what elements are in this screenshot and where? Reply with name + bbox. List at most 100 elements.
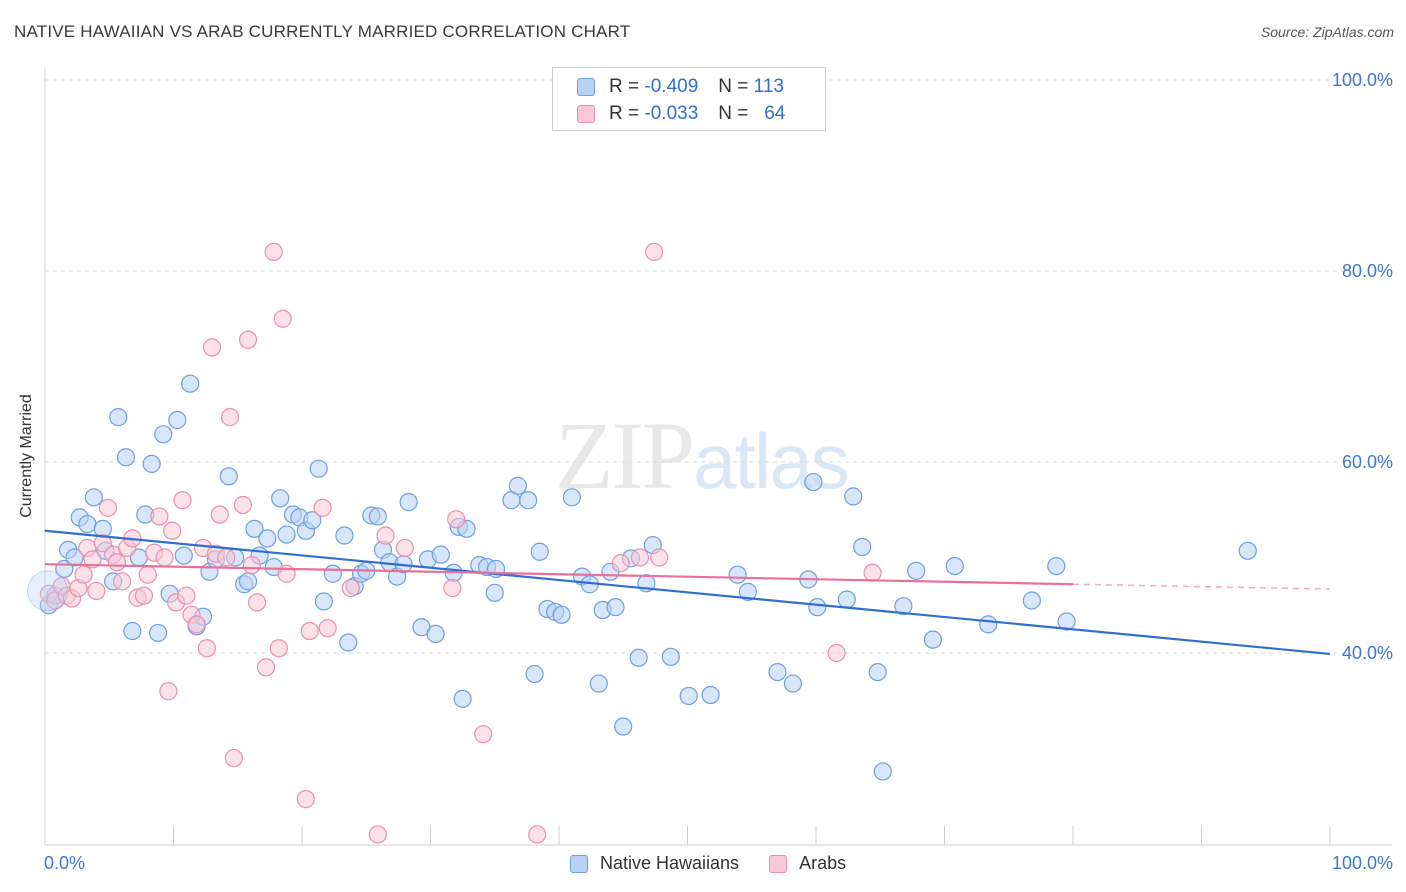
native-hawaiian-point <box>238 572 258 591</box>
legend-r-label: R = <box>609 103 640 124</box>
native-hawaiian-point <box>431 545 450 564</box>
native-hawaiian-point <box>589 674 608 693</box>
arab-point <box>83 550 102 569</box>
native-hawaiian-point <box>485 583 504 602</box>
legend-swatch-blue <box>570 854 588 873</box>
native-hawaiian-point <box>525 664 544 684</box>
native-hawaiian-point <box>78 514 97 534</box>
native-hawaiian-point <box>181 374 200 393</box>
native-hawaiian-point <box>979 615 998 634</box>
native-hawaiian-point <box>219 467 238 486</box>
native-hawaiian-point <box>873 762 892 781</box>
arab-point <box>630 548 650 567</box>
native-hawaiian-point <box>368 507 387 526</box>
legend-n-label: N = <box>718 103 749 124</box>
x-tick-label-min: 0.0% <box>44 853 85 873</box>
native-hawaiian-point <box>853 537 872 557</box>
legend-swatch-pink <box>769 854 788 873</box>
legend-blue-n: 113 <box>753 76 784 97</box>
arab-point <box>296 790 315 809</box>
arab-point <box>318 619 337 638</box>
arab-point <box>187 615 206 634</box>
x-tick-label-max: 100.0% <box>1332 853 1393 873</box>
native-hawaiian-point <box>1057 612 1076 631</box>
arab-point <box>863 563 882 582</box>
arab-point <box>341 578 360 598</box>
native-hawaiian-point <box>530 542 549 561</box>
arab-point <box>238 330 258 349</box>
native-hawaiian-cluster <box>27 570 69 612</box>
arab-point <box>650 548 669 567</box>
native-hawaiian-point <box>323 564 342 583</box>
native-hawaiian-point <box>844 487 863 506</box>
native-hawaiian-point <box>868 662 887 682</box>
native-hawaiian-point <box>1238 541 1257 560</box>
chart-title: NATIVE HAWAIIAN VS ARAB CURRENTLY MARRIE… <box>14 22 631 41</box>
legend-pink-n: 64 <box>764 103 786 124</box>
arab-point <box>233 495 252 515</box>
arab-point <box>220 408 240 427</box>
native-hawaiian-point <box>174 546 193 565</box>
arab-point <box>273 309 292 328</box>
arab-point <box>474 725 493 744</box>
native-hawaiian-point <box>606 598 625 617</box>
legend-item-arabs[interactable]: Arabs <box>769 853 846 874</box>
arab-trendline-extension <box>1072 583 1331 590</box>
native-hawaiian-point <box>923 630 943 649</box>
arab-point <box>269 639 288 658</box>
arab-point <box>210 505 229 524</box>
arab-point <box>74 565 93 584</box>
arab-point <box>300 621 319 641</box>
legend-swatch-pink <box>577 105 595 123</box>
legend-row-native-hawaiians: R = -0.409 N = 113 <box>577 74 784 100</box>
arab-point <box>368 825 387 844</box>
native-hawaiian-point <box>738 582 757 601</box>
native-hawaiian-point <box>1047 556 1066 576</box>
arab-point <box>93 534 112 553</box>
native-hawaiian-point <box>399 493 418 512</box>
arab-point <box>163 521 182 540</box>
arab-point <box>224 748 243 768</box>
series-legend: Native Hawaiians Arabs <box>570 853 876 874</box>
native-hawaiian-point <box>65 548 84 567</box>
native-hawaiian-point <box>1022 591 1041 610</box>
arab-point <box>87 581 106 601</box>
arab-point <box>197 639 217 658</box>
arab-point <box>138 565 157 584</box>
native-hawaiian-point <box>453 689 472 708</box>
native-hawaiian-point <box>148 623 168 643</box>
legend-swatch-blue <box>577 78 595 96</box>
arab-point <box>242 556 261 575</box>
native-hawaiian-point <box>335 526 354 545</box>
arab-point <box>443 578 462 598</box>
native-hawaiian-point <box>116 448 136 467</box>
native-hawaiian-point <box>808 598 827 617</box>
y-tick-label: 100.0% <box>1332 70 1393 90</box>
legend-item-native-hawaiians[interactable]: Native Hawaiians <box>570 853 739 874</box>
arab-point <box>217 548 236 567</box>
arab-point <box>313 498 332 517</box>
arab-point <box>256 658 276 677</box>
arab-point <box>528 825 547 844</box>
native-hawaiian-point <box>519 491 538 510</box>
native-hawaiian-point <box>245 519 264 538</box>
native-hawaiian-point <box>679 686 698 706</box>
arab-point <box>159 682 178 701</box>
arab-point <box>107 553 127 572</box>
native-hawaiian-point <box>271 489 290 508</box>
arab-point <box>264 242 283 261</box>
native-hawaiian-point <box>768 662 787 682</box>
native-hawaiian-point <box>629 648 648 667</box>
native-hawaiian-point <box>614 717 633 736</box>
arab-point <box>173 491 192 510</box>
native-hawaiian-point <box>945 556 964 576</box>
y-tick-label: 40.0% <box>1342 643 1393 663</box>
native-hawaiian-point <box>142 454 161 474</box>
native-hawaiian-point <box>552 605 571 624</box>
native-hawaiian-point <box>123 621 142 641</box>
legend-n-label: N = <box>718 76 749 97</box>
correlation-legend: R = -0.409 N = 113 R = -0.033 N = 64 <box>552 67 826 131</box>
native-hawaiian-point <box>661 647 680 666</box>
y-tick-label: 60.0% <box>1342 452 1393 472</box>
